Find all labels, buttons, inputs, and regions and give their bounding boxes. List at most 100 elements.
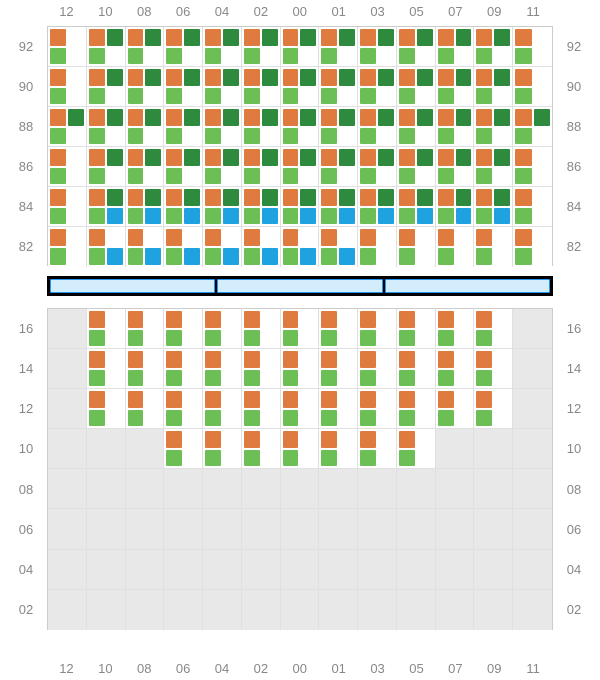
row-labels-top-left: 929088868482 [14,26,38,266]
status-square [378,431,394,448]
column-label: 12 [47,4,86,19]
grid-cell [397,187,436,227]
cell-squares [164,107,202,146]
status-square [438,311,454,328]
status-square [339,189,355,206]
status-square [184,431,200,448]
grid-cell [48,187,87,227]
grid-cell [436,349,475,389]
status-square [244,29,260,46]
cell-squares [203,147,241,186]
status-square [534,88,550,105]
grid-cell [48,27,87,67]
status-square [321,69,337,86]
grid-cell [319,27,358,67]
grid-cell [164,187,203,227]
status-square [515,248,531,265]
status-square [438,370,454,387]
status-square [128,29,144,46]
status-square [399,88,415,105]
status-square [283,29,299,46]
grid-cell [513,309,552,349]
status-square [476,88,492,105]
grid-cell [436,227,475,267]
status-square [456,311,472,328]
grid-cell [436,429,475,469]
status-square [244,128,260,145]
status-square [456,69,472,86]
status-square [339,69,355,86]
cell-squares [203,107,241,146]
status-square [50,69,66,86]
grid-cell [87,107,126,147]
row-label: 14 [562,348,586,388]
status-square [223,410,239,427]
cell-squares [436,67,474,106]
status-square [107,168,123,185]
status-square [128,229,144,246]
grid-cell [513,227,552,267]
status-square [438,48,454,65]
grid-cell [474,550,513,590]
status-square [456,168,472,185]
status-square [283,229,299,246]
status-square [89,311,105,328]
row-label: 10 [14,429,38,469]
status-square [378,370,394,387]
status-square [339,168,355,185]
status-square [128,48,144,65]
status-square [360,450,376,467]
grid-cell [319,187,358,227]
status-square [145,48,161,65]
status-square [438,128,454,145]
status-square [378,69,394,86]
status-square [300,410,316,427]
status-square [417,128,433,145]
status-square [321,48,337,65]
row-label: 06 [562,509,586,549]
status-square [283,391,299,408]
status-square [107,410,123,427]
status-square [145,229,161,246]
status-square [515,149,531,166]
status-square [68,168,84,185]
grid-cell [126,27,165,67]
grid-row [48,147,552,187]
cell-squares [87,349,125,388]
status-square [283,208,299,225]
status-square [262,410,278,427]
grid-cell [358,429,397,469]
cell-squares [281,67,319,106]
cell-squares [474,309,512,348]
grid-cell [281,429,320,469]
cell-squares [436,107,474,146]
cell-squares [319,107,357,146]
grid-cell [397,309,436,349]
status-square [262,311,278,328]
status-square [321,109,337,126]
grid-cell [281,107,320,147]
grid-row [48,67,552,107]
cell-squares [513,147,552,186]
status-square [515,189,531,206]
status-square [205,391,221,408]
grid-cell [242,429,281,469]
column-label: 10 [86,661,125,676]
cell-squares [436,147,474,186]
status-square [166,391,182,408]
column-label: 05 [397,4,436,19]
status-square [456,48,472,65]
cell-squares [397,429,435,468]
status-square [300,88,316,105]
status-square [378,189,394,206]
status-square [223,229,239,246]
cell-squares [242,349,280,388]
status-square [378,128,394,145]
top-panel [47,26,553,266]
cell-squares [48,107,86,146]
column-label: 03 [358,4,397,19]
status-square [417,88,433,105]
status-square [378,48,394,65]
status-square [321,330,337,347]
status-square [456,351,472,368]
